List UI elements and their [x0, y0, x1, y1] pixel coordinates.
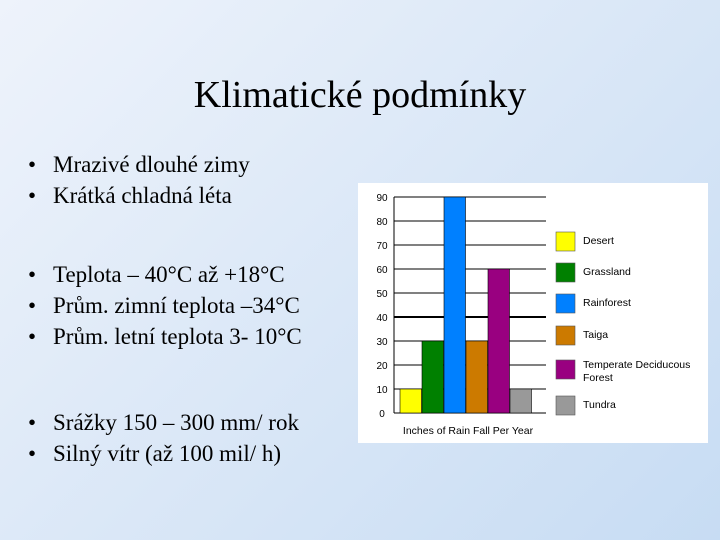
bar-taiga [465, 340, 488, 414]
bullet-item: Mrazivé dlouhé zimy [28, 149, 250, 180]
bar-temperate-deciduous-forest [487, 268, 510, 414]
legend-swatch [555, 231, 576, 252]
bullet-item: Teplota – 40°C až +18°C [28, 259, 302, 290]
y-tick-label: 30 [376, 337, 388, 348]
bullet-item: Prům. zimní teplota –34°C [28, 290, 302, 321]
legend-label: Temperate Deciducous [583, 359, 690, 371]
bullet-item: Srážky 150 – 300 mm/ rok [28, 407, 299, 438]
bullet-item: Krátká chladná léta [28, 180, 250, 211]
legend-label: Rainforest [583, 297, 631, 309]
legend-label: Forest [583, 372, 613, 384]
bullet-item: Prům. letní teplota 3- 10°C [28, 321, 302, 352]
legend-label: Desert [583, 235, 614, 247]
y-tick-label: 0 [379, 409, 385, 420]
legend-label: Tundra [583, 399, 616, 411]
y-tick-label: 10 [376, 385, 388, 396]
legend-swatch [555, 325, 576, 346]
legend-swatch [555, 359, 576, 380]
bullet-list-winter: Mrazivé dlouhé zimy Krátká chladná léta [28, 149, 250, 211]
rainfall-chart: 0 10 20 30 40 50 60 70 80 90 Inches of Rain Fall P… [358, 183, 708, 443]
bar-desert [399, 388, 422, 414]
legend-swatch [555, 293, 576, 314]
y-tick-label: 70 [376, 241, 388, 252]
legend-label: Grassland [583, 266, 631, 278]
bullet-list-precipitation: Srážky 150 – 300 mm/ rok Silný vítr (až … [28, 407, 299, 469]
y-tick-label: 50 [376, 289, 388, 300]
bar-rainforest [443, 196, 466, 414]
legend-label: Taiga [583, 329, 608, 341]
y-tick-label: 20 [376, 361, 388, 372]
bar-tundra [509, 388, 532, 414]
y-tick-label: 90 [376, 193, 388, 204]
slide-title: Klimatické podmínky [193, 74, 527, 116]
legend-swatch [555, 395, 576, 416]
bar-grassland [421, 340, 444, 414]
y-tick-label: 80 [376, 217, 388, 228]
rainfall-chart-svg: 0 10 20 30 40 50 60 70 80 90 Inches of Rain Fall P… [376, 193, 690, 437]
y-tick-label: 60 [376, 265, 388, 276]
x-axis-label: Inches of Rain Fall Per Year [403, 425, 534, 437]
bullet-item: Silný vítr (až 100 mil/ h) [28, 438, 299, 469]
legend-swatch [555, 262, 576, 283]
y-tick-label: 40 [376, 313, 388, 324]
bullet-list-temperature: Teplota – 40°C až +18°C Prům. zimní tepl… [28, 259, 302, 352]
